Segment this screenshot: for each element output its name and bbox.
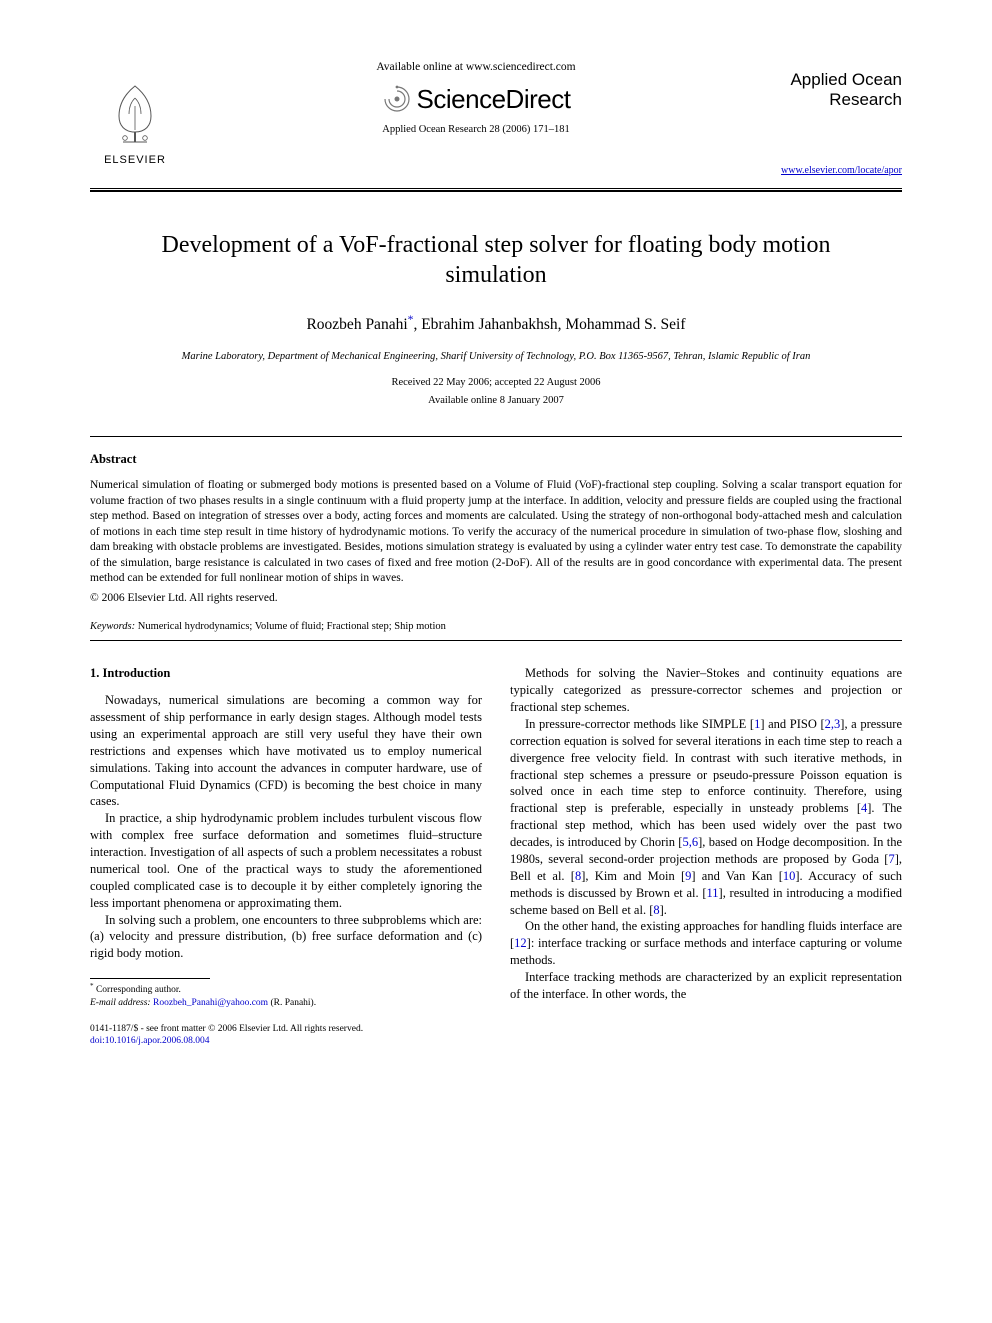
elsevier-tree-icon xyxy=(105,80,165,146)
footnote-block: * Corresponding author. E-mail address: … xyxy=(90,982,482,1009)
header-rule-thick xyxy=(90,190,902,192)
intro-p4: Methods for solving the Navier–Stokes an… xyxy=(510,665,902,716)
abstract-heading: Abstract xyxy=(90,451,902,468)
authors: Roozbeh Panahi*, Ebrahim Jahanbakhsh, Mo… xyxy=(90,312,902,336)
intro-p2: In practice, a ship hydrodynamic problem… xyxy=(90,810,482,911)
abstract-bottom-rule xyxy=(90,640,902,641)
abstract-top-rule xyxy=(90,436,902,437)
p5c: ], a pressure correction equation is sol… xyxy=(510,717,902,815)
journal-name-line1: Applied Ocean xyxy=(790,70,902,89)
authors-rest: , Ebrahim Jahanbakhsh, Mohammad S. Seif xyxy=(413,316,685,333)
intro-p3: In solving such a problem, one encounter… xyxy=(90,912,482,963)
right-column: Methods for solving the Navier–Stokes an… xyxy=(510,665,902,1009)
keywords-list: Numerical hydrodynamics; Volume of fluid… xyxy=(135,621,446,632)
p5g: ], Kim and Moin [ xyxy=(581,869,685,883)
intro-p1: Nowadays, numerical simulations are beco… xyxy=(90,692,482,810)
footnote-star: * xyxy=(90,982,94,990)
keywords-label: Keywords: xyxy=(90,621,135,632)
elsevier-logo-block: ELSEVIER xyxy=(90,55,180,168)
keywords: Keywords: Numerical hydrodynamics; Volum… xyxy=(90,620,902,634)
header-row: ELSEVIER Available online at www.science… xyxy=(90,55,902,178)
available-online-text: Available online at www.sciencedirect.co… xyxy=(180,60,772,76)
dates-online: Available online 8 January 2007 xyxy=(90,394,902,408)
author-first: Roozbeh Panahi xyxy=(306,316,407,333)
copyright: © 2006 Elsevier Ltd. All rights reserved… xyxy=(90,591,902,607)
journal-name-line2: Research xyxy=(829,90,902,109)
dates-received: Received 22 May 2006; accepted 22 August… xyxy=(90,376,902,390)
sciencedirect-logo: ScienceDirect xyxy=(180,82,772,117)
body-columns: 1. Introduction Nowadays, numerical simu… xyxy=(90,665,902,1009)
p5a: In pressure-corrector methods like SIMPL… xyxy=(525,717,754,731)
p5b: ] and PISO [ xyxy=(760,717,824,731)
doi-link[interactable]: doi:10.1016/j.apor.2006.08.004 xyxy=(90,1036,210,1046)
elsevier-label: ELSEVIER xyxy=(90,153,180,168)
p6b: ]: interface tracking or surface methods… xyxy=(510,936,902,967)
abstract-text: Numerical simulation of floating or subm… xyxy=(90,478,902,587)
ref-10[interactable]: 10 xyxy=(783,869,796,883)
sd-swirl-icon xyxy=(382,84,412,114)
footnote-corr: Corresponding author. xyxy=(96,985,181,995)
p5k: ]. xyxy=(660,903,667,917)
footnote-email-label: E-mail address: xyxy=(90,998,151,1008)
left-column: 1. Introduction Nowadays, numerical simu… xyxy=(90,665,482,1009)
footnote-email[interactable]: Roozbeh_Panahi@yahoo.com xyxy=(153,998,268,1008)
ref-11[interactable]: 11 xyxy=(706,886,718,900)
footnote-email-tail: (R. Panahi). xyxy=(268,998,316,1008)
journal-link[interactable]: www.elsevier.com/locate/apor xyxy=(772,164,902,178)
page-footer: 0141-1187/$ - see front matter © 2006 El… xyxy=(90,1023,902,1048)
ref-2-3[interactable]: 2,3 xyxy=(825,717,841,731)
affiliation: Marine Laboratory, Department of Mechani… xyxy=(90,350,902,364)
p5h: ] and Van Kan [ xyxy=(691,869,783,883)
article-title: Development of a VoF-fractional step sol… xyxy=(120,230,872,290)
intro-p5: In pressure-corrector methods like SIMPL… xyxy=(510,716,902,919)
journal-title-block: Applied Ocean Research www.elsevier.com/… xyxy=(772,55,902,178)
footer-line1: 0141-1187/$ - see front matter © 2006 El… xyxy=(90,1024,363,1034)
journal-name: Applied Ocean Research xyxy=(772,70,902,109)
ref-12[interactable]: 12 xyxy=(514,936,527,950)
intro-p7: Interface tracking methods are character… xyxy=(510,969,902,1003)
section-1-heading: 1. Introduction xyxy=(90,665,482,682)
footnote-rule xyxy=(90,978,210,979)
journal-reference: Applied Ocean Research 28 (2006) 171–181 xyxy=(180,123,772,137)
header-center: Available online at www.sciencedirect.co… xyxy=(180,55,772,137)
sciencedirect-text: ScienceDirect xyxy=(417,82,571,117)
ref-5-6[interactable]: 5,6 xyxy=(682,835,698,849)
header-rule-thin xyxy=(90,188,902,189)
intro-p6: On the other hand, the existing approach… xyxy=(510,918,902,969)
page-container: ELSEVIER Available online at www.science… xyxy=(0,0,992,1088)
